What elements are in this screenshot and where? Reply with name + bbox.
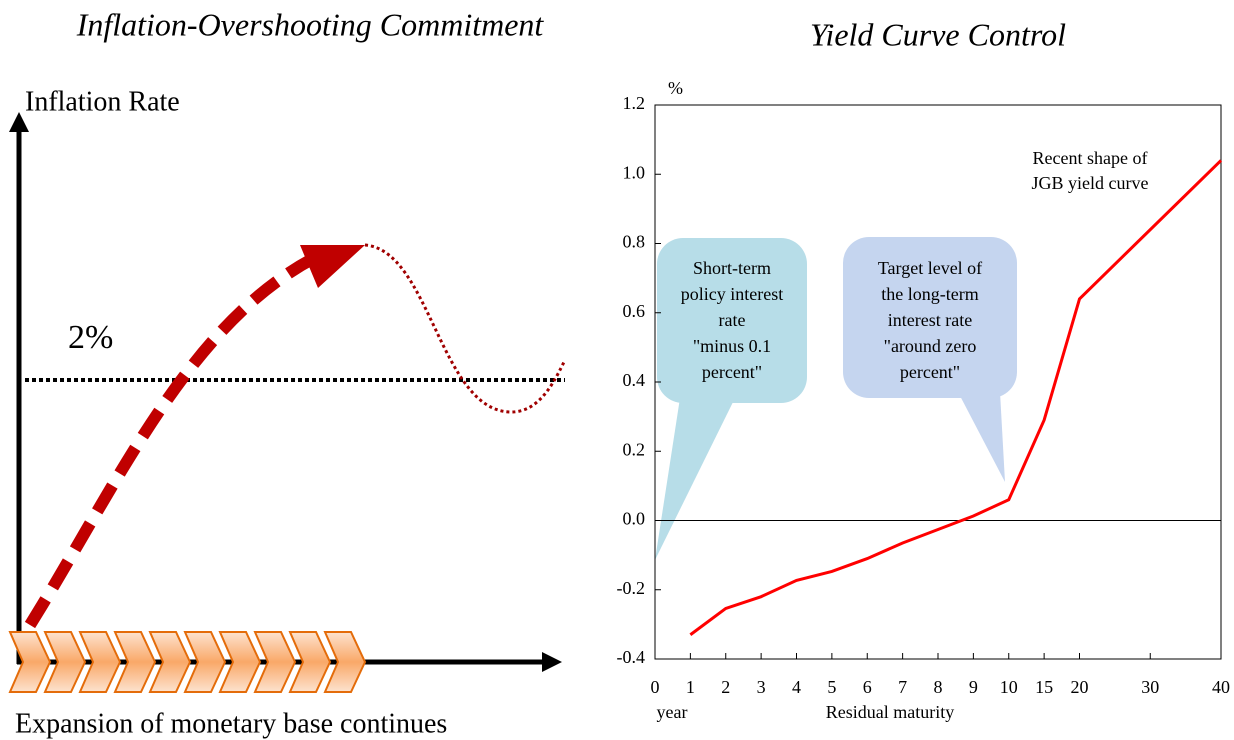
annotation: percent" (702, 362, 762, 382)
y-label: Inflation Rate (25, 86, 180, 117)
x-tick-label: 4 (792, 677, 801, 697)
chevron (218, 631, 262, 693)
callout-tail (655, 398, 735, 560)
y-tick-label: 0.2 (623, 439, 646, 459)
x-tick-label: 5 (827, 677, 836, 697)
chevron (253, 631, 297, 693)
annotation: policy interest (681, 284, 783, 304)
target-label: 2% (68, 319, 113, 356)
chart-title: Yield Curve Control (810, 16, 1066, 52)
x-tick-label: 15 (1035, 677, 1053, 697)
annotation: "around zero (884, 336, 977, 356)
x-label: Expansion of monetary base continues (15, 708, 447, 739)
path-arrow (24, 249, 323, 629)
annotation: "minus 0.1 (693, 336, 771, 356)
x-tick-label: 7 (898, 677, 907, 697)
diagram: Inflation-Overshooting Commitment Inflat… (8, 6, 567, 739)
y-tick-label: 1.0 (623, 162, 646, 182)
annotation: JGB yield curve (1032, 173, 1149, 193)
y-tick-label: 0.6 (623, 301, 646, 321)
x-tick-label: 9 (969, 677, 978, 697)
x-tick-label: 6 (863, 677, 872, 697)
x-tick-label: 0 (651, 677, 660, 697)
y-tick-label: 0.8 (623, 232, 646, 252)
overshoot-curve (364, 243, 567, 414)
chevron (113, 631, 157, 693)
chevron (288, 631, 332, 693)
annotation: the long-term (881, 284, 978, 304)
chevron (43, 631, 87, 693)
callout-tail (958, 392, 1005, 482)
callout (657, 238, 807, 403)
x-tick-label: 3 (757, 677, 766, 697)
x-tick-label: 40 (1212, 677, 1230, 697)
x-unit: year (657, 702, 688, 722)
annotation: rate (719, 310, 746, 330)
x-tick-label: 30 (1141, 677, 1159, 697)
annotation: percent" (900, 362, 960, 382)
series-line (689, 159, 1223, 636)
annotation: Recent shape of (1033, 148, 1148, 168)
arrow-head (300, 245, 365, 288)
chevron (8, 631, 52, 693)
annotation: Target level of (878, 258, 982, 278)
chevrons (8, 631, 367, 693)
x-tick-label: 8 (934, 677, 943, 697)
chevron (183, 631, 227, 693)
chevron (78, 631, 122, 693)
y-unit: % (668, 78, 683, 98)
annotation: interest rate (888, 310, 972, 330)
diagram-title: Inflation-Overshooting Commitment (76, 6, 545, 42)
callout (843, 237, 1017, 398)
y-tick-label: -0.2 (617, 578, 646, 598)
x-tick-label: 1 (686, 677, 695, 697)
x-tick-label: 2 (721, 677, 730, 697)
x-label: Residual maturity (826, 702, 954, 722)
x-tick-label: 20 (1071, 677, 1089, 697)
annotation: Short-term (693, 258, 771, 278)
chevron (148, 631, 192, 693)
callouts (655, 237, 1017, 560)
chevron (323, 631, 367, 693)
y-tick-label: 0.0 (623, 509, 646, 529)
y-tick-label: 0.4 (623, 370, 646, 390)
y-tick-label: -0.4 (617, 647, 646, 667)
y-tick-label: 1.2 (623, 93, 646, 113)
x-tick-label: 10 (1000, 677, 1018, 697)
